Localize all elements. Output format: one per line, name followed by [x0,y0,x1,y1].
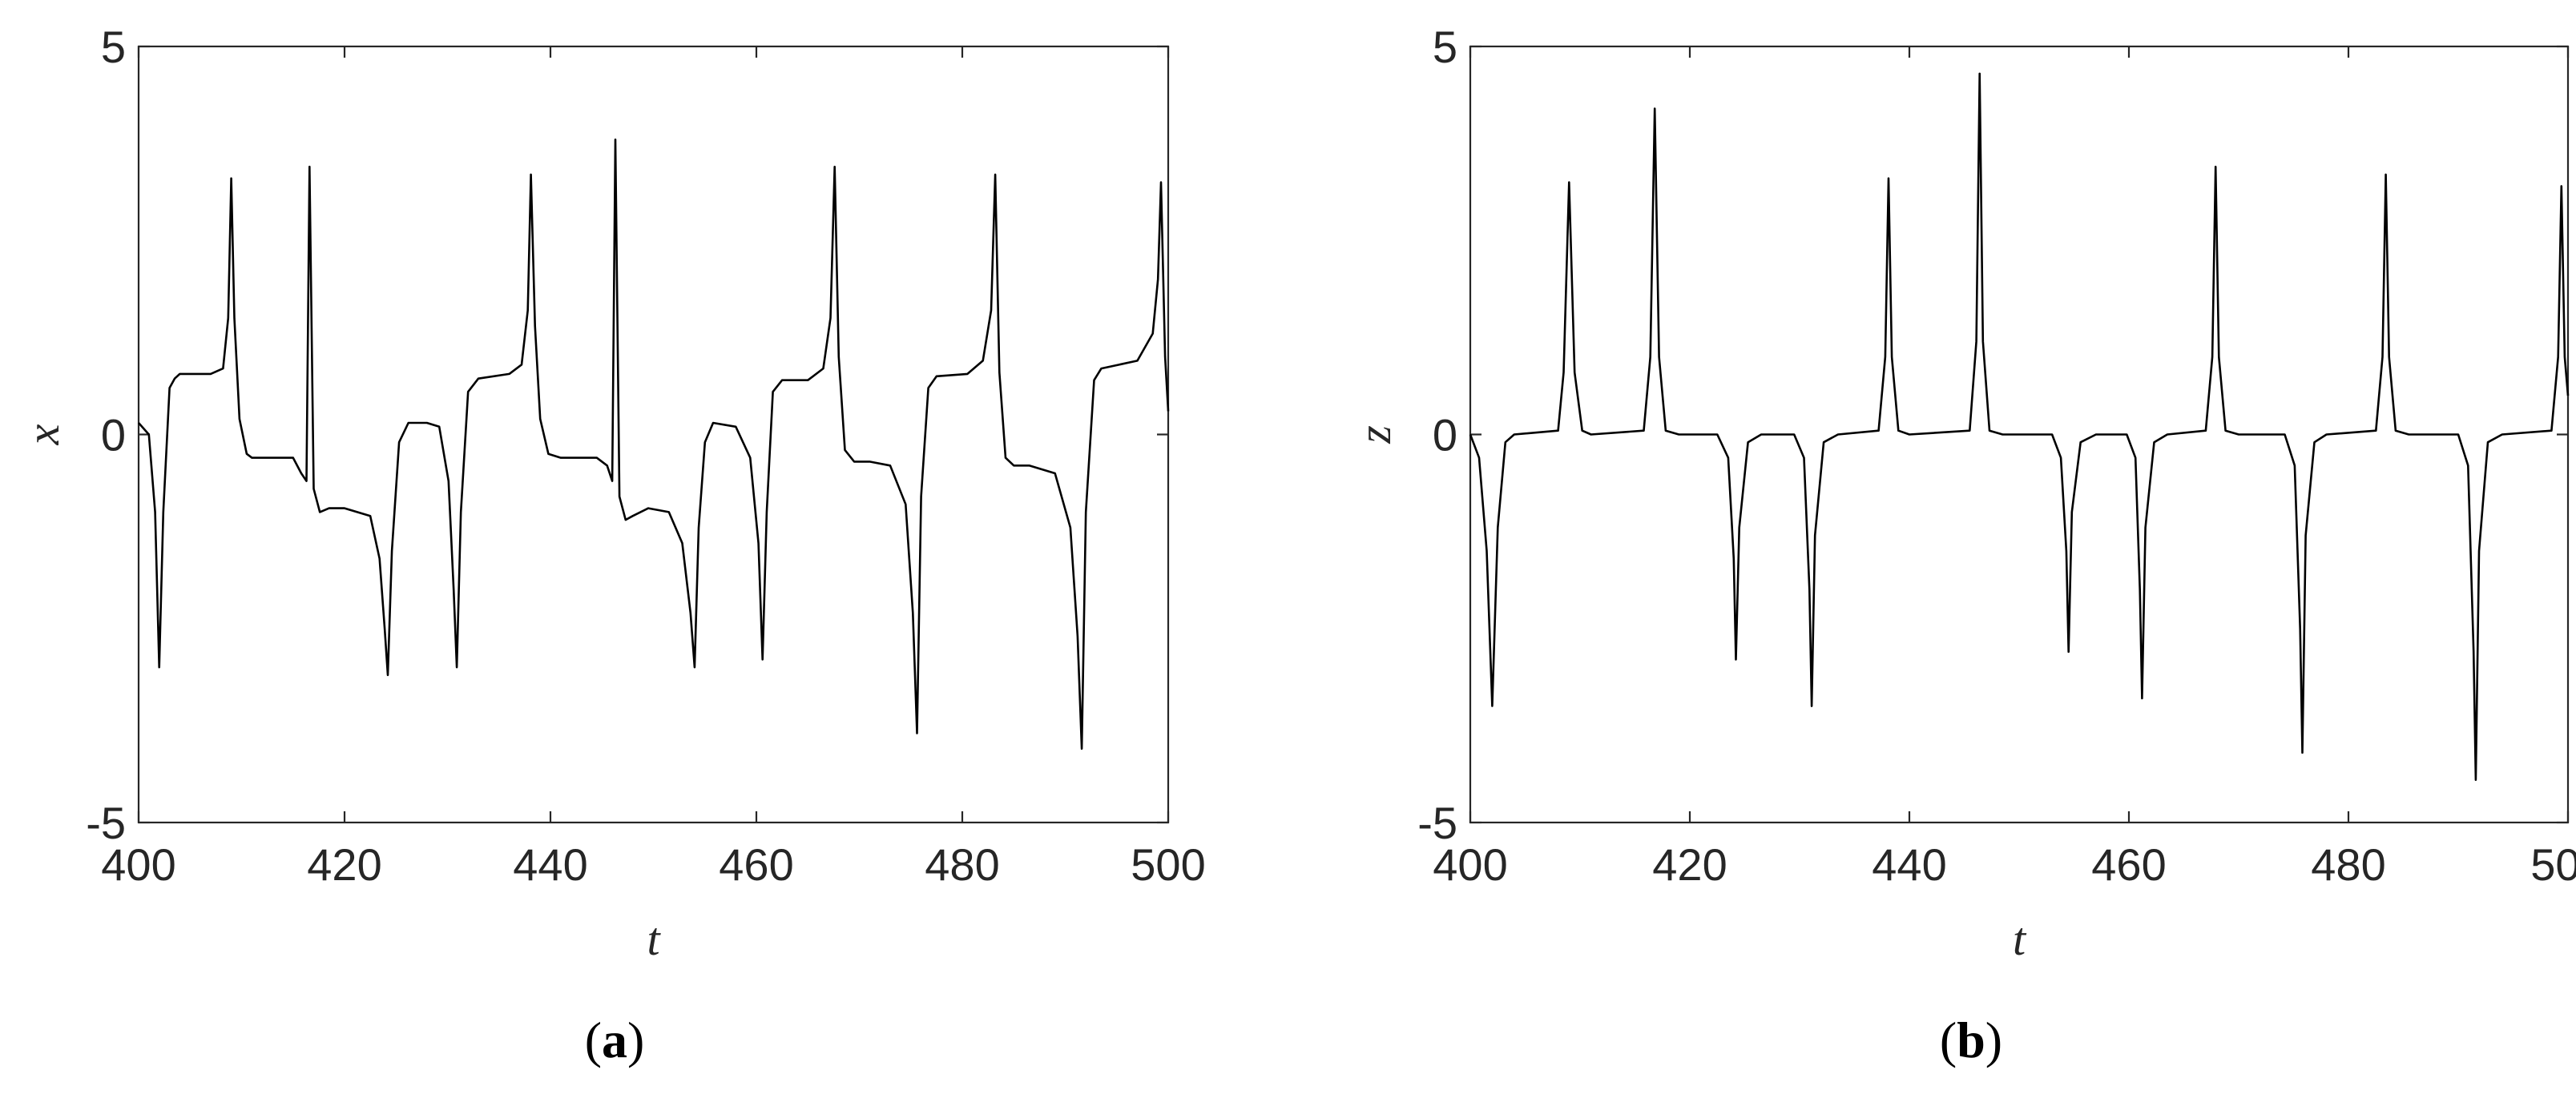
y-tick-label: -5 [86,798,126,848]
series-line [138,139,1170,750]
chart-panel-b: 400 420 440 460 480 500 -5 0 5 t z (b) [1348,22,2576,1068]
x-axis-label: t [2013,913,2027,965]
x-tick-label: 400 [1433,839,1507,890]
series-line [1469,72,2570,782]
x-tick-label: 460 [719,839,793,890]
x-axis-label: t [647,913,661,965]
x-tick-label: 500 [2530,839,2576,890]
x-tick-label: 440 [513,839,587,890]
panel-caption: (b) [1940,1012,2002,1068]
x-tick-label: 480 [925,839,999,890]
plot-frame [137,45,1170,824]
y-tick-label: -5 [1417,798,1457,848]
x-tick-label: 460 [2091,839,2166,890]
x-tick-label: 480 [2311,839,2385,890]
y-axis-label: x [17,424,69,445]
y-axis-label: z [1348,425,1401,444]
x-tick-label: 420 [307,839,381,890]
x-tick-label: 400 [101,839,175,890]
x-tick-label: 500 [1131,839,1205,890]
panel-caption: (a) [585,1012,645,1068]
x-tick-label: 440 [1872,839,1946,890]
y-tick-label: 5 [1433,22,1457,72]
y-tick-label: 5 [101,22,126,72]
y-tick-label: 0 [101,410,126,461]
chart-panel-a: 400 420 440 460 480 500 -5 0 5 t x (a) [17,22,1206,1068]
x-tick-label: 420 [1652,839,1727,890]
y-tick-label: 0 [1433,410,1457,461]
